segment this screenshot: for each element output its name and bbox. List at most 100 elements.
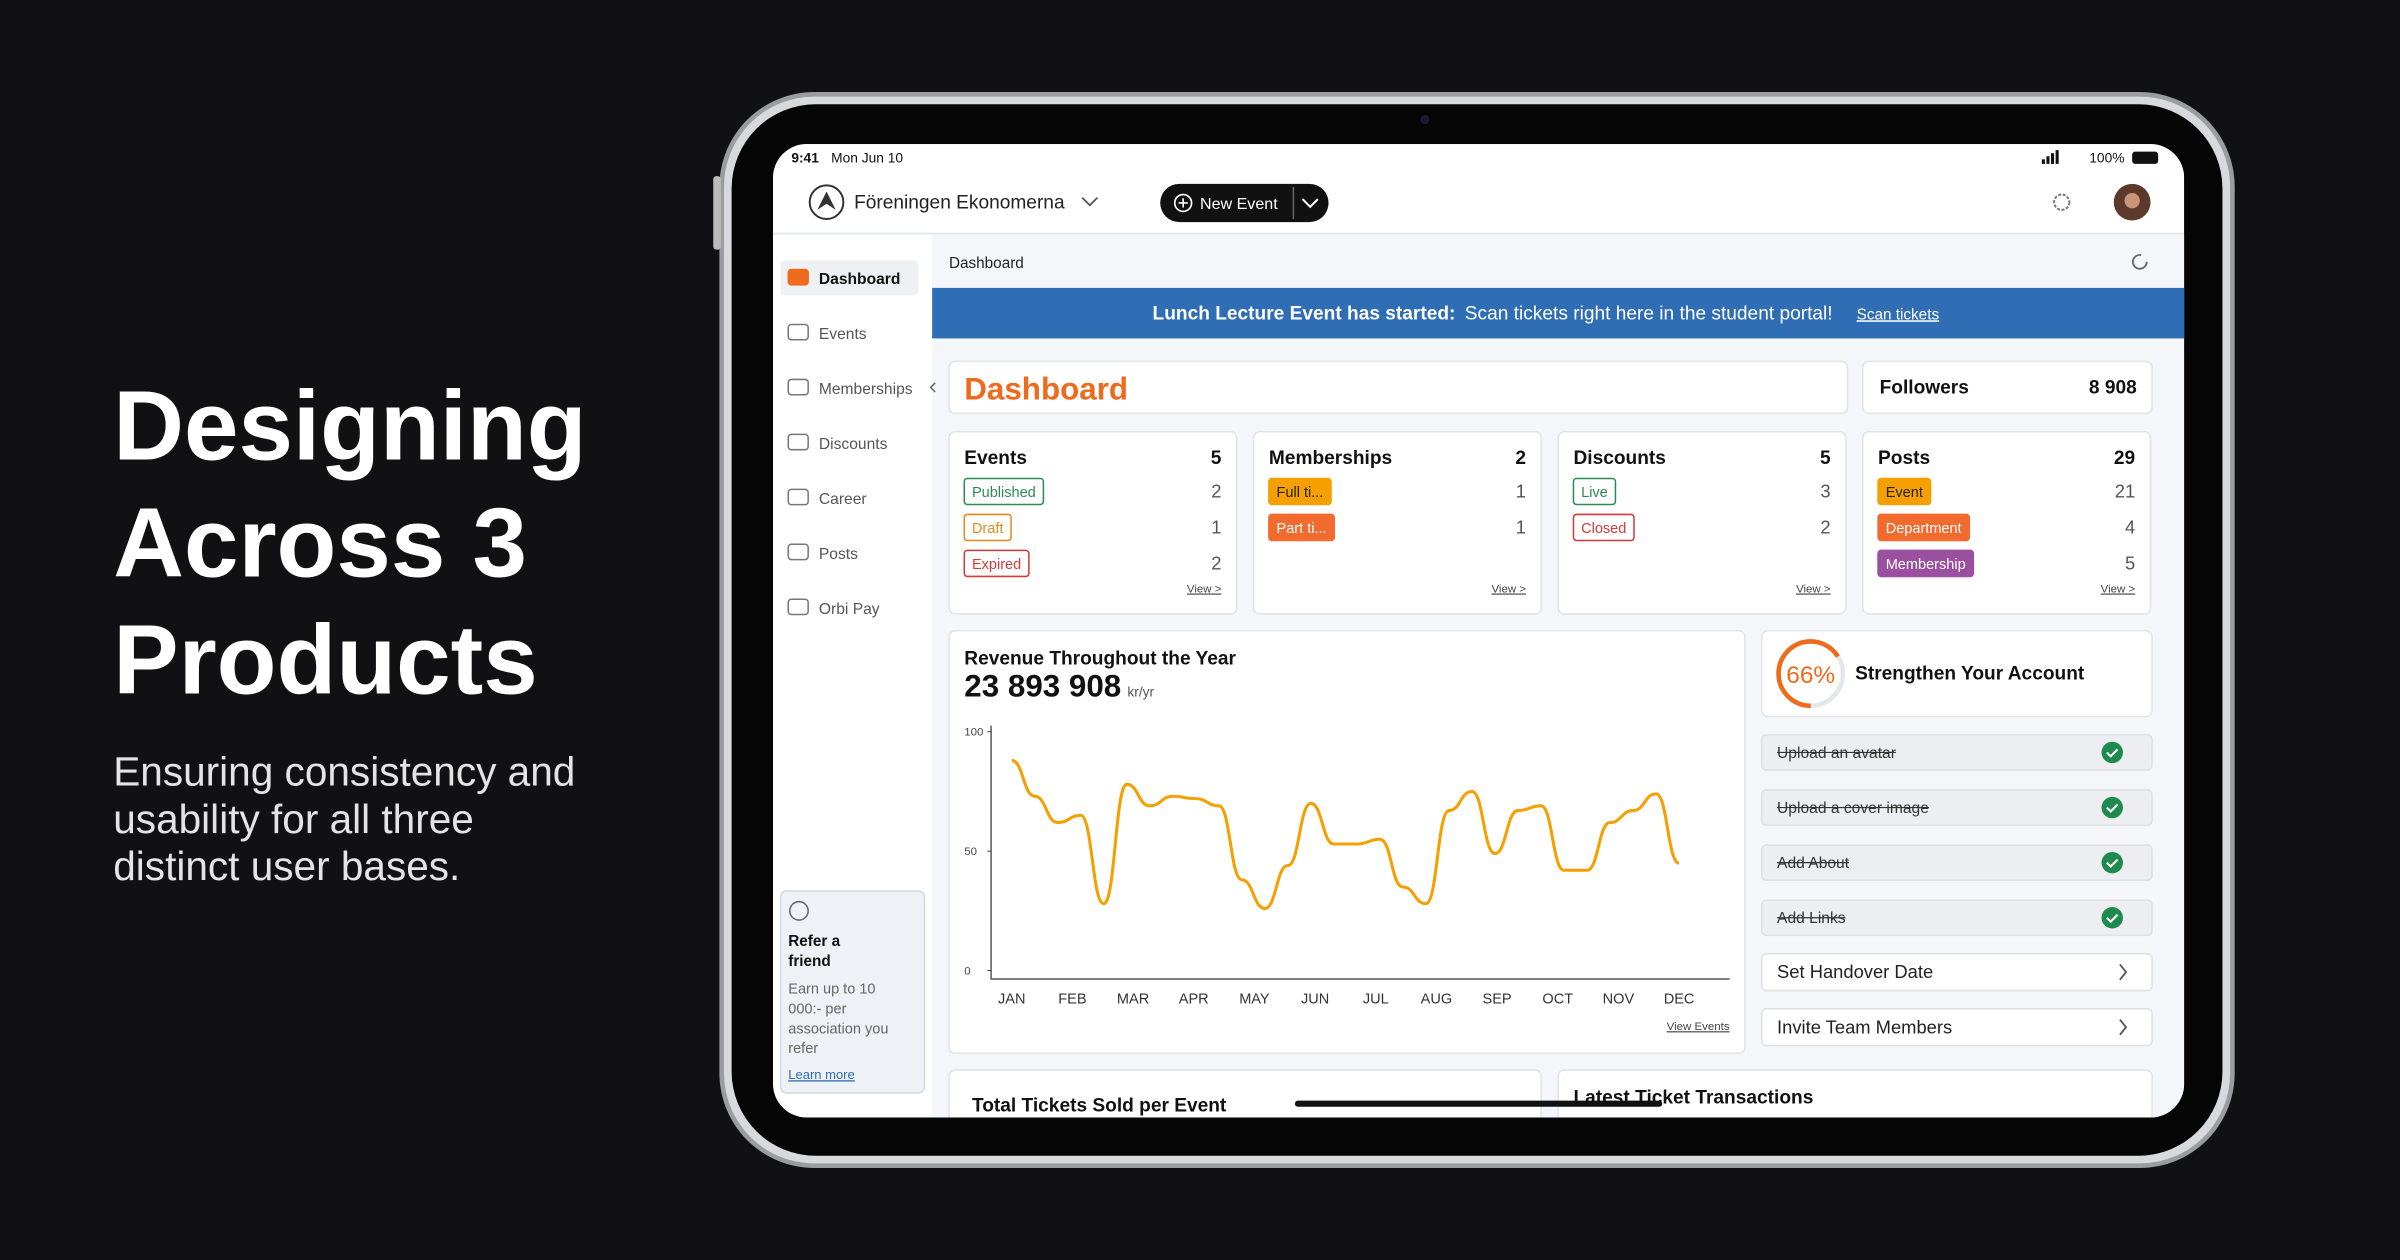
status-battery: 100% [2089, 150, 2124, 165]
chart-card [948, 630, 1746, 1054]
sidebar-item[interactable]: Orbi Pay [819, 601, 880, 618]
todo-chevron [2119, 1018, 2128, 1036]
screen: 9:41 Mon Jun 10 100% Föreningen Ekonomerna N… [772, 144, 2185, 1118]
todo-label[interactable]: Set Handover Date [1777, 961, 1933, 982]
refer-text: 000:- per [788, 1001, 846, 1017]
todo-label[interactable]: Invite Team Members [1777, 1016, 1952, 1037]
avatar-face [2124, 193, 2140, 209]
followers-card [1861, 360, 2153, 415]
bottom-title: Total Tickets Sold per Event [972, 1095, 1227, 1116]
sidebar-item[interactable]: Posts [819, 546, 858, 563]
sidebar-icon [787, 268, 809, 286]
row-count: 2 [1211, 481, 1221, 502]
x-tick-label: MAY [1239, 991, 1270, 1007]
row-count: 5 [2125, 553, 2135, 574]
device-button [713, 176, 721, 250]
refer-text: association you [788, 1021, 888, 1037]
view-link[interactable]: View > [1187, 584, 1222, 596]
new-event-button[interactable] [1160, 183, 1329, 223]
chart-total: 23 893 908 [964, 669, 1121, 704]
signal-bar [2041, 159, 2045, 164]
badge [1877, 477, 1932, 506]
sidebar-icon [787, 323, 809, 341]
view-link[interactable]: View > [1796, 584, 1831, 596]
stat-total: 29 [2114, 448, 2135, 469]
chart-title: Revenue Throughout the Year [964, 648, 1236, 669]
settings-icon[interactable] [2053, 193, 2071, 211]
check-mark [2106, 803, 2119, 813]
badge-label: Expired [972, 557, 1021, 573]
collapse-chevron[interactable] [929, 382, 936, 393]
page-title: Dashboard [964, 372, 1128, 407]
plus-mark [1178, 198, 1188, 208]
sidebar-icon [787, 433, 809, 451]
todo-item[interactable] [1760, 1008, 2153, 1047]
view-link[interactable]: View > [2101, 584, 2136, 596]
y-tick-label: 100 [964, 727, 983, 739]
banner-link[interactable]: Scan tickets [1857, 306, 1940, 323]
done-label: Add Links [1777, 910, 1846, 927]
sidebar-icon [787, 488, 809, 506]
battery-icon [2132, 151, 2159, 164]
row-count: 21 [2115, 481, 2135, 502]
check-mark [2106, 913, 2119, 924]
button-chevron [1301, 198, 1319, 209]
headline: Designing [113, 370, 586, 480]
refer-box [779, 890, 926, 1094]
bottom-card [948, 1069, 1543, 1118]
badge-label: Published [972, 485, 1036, 501]
badge [1877, 513, 1971, 542]
refresh-icon[interactable] [2131, 254, 2148, 270]
stat-total: 5 [1820, 448, 1831, 469]
org-chevron [1081, 196, 1099, 207]
new-event-label[interactable]: New Event [1200, 195, 1278, 213]
row-count: 1 [1516, 517, 1526, 538]
sidebar-item[interactable]: Career [819, 491, 867, 508]
row-count: 4 [2125, 517, 2135, 538]
sidebar-icon [787, 378, 809, 396]
badge [1877, 549, 1975, 578]
x-tick-label: SEP [1483, 991, 1512, 1007]
view-link[interactable]: View > [1491, 584, 1526, 596]
org-logo-mark [817, 191, 836, 210]
sidebar-icon [787, 543, 809, 561]
sidebar-item[interactable]: Discounts [819, 436, 888, 453]
badge-label: Event [1886, 485, 1923, 501]
check-icon [2101, 741, 2123, 764]
chart-link[interactable]: View Events [1667, 1021, 1730, 1033]
refer-icon [789, 900, 809, 921]
check-mark [2106, 858, 2119, 868]
y-tick-label: 0 [964, 965, 970, 977]
todo-item[interactable] [1760, 952, 2153, 992]
badge-label: Live [1581, 485, 1608, 501]
sidebar-item[interactable]: Dashboard [819, 271, 901, 288]
badge-label: Part ti... [1277, 521, 1327, 537]
banner-text: Scan tickets right here in the student p… [1465, 303, 1833, 324]
sidebar-item[interactable]: Memberships [819, 381, 913, 398]
row-count: 1 [1211, 517, 1221, 538]
row-count: 2 [1211, 553, 1221, 574]
x-tick-label: JAN [998, 991, 1025, 1007]
badge [1572, 513, 1635, 542]
chart-unit: kr/yr [1127, 685, 1154, 700]
stat-title: Discounts [1573, 448, 1665, 469]
y-tick-label: 50 [964, 846, 977, 858]
badge-label: Draft [972, 521, 1004, 537]
refer-text: Earn up to 10 [788, 982, 875, 998]
stat-total: 2 [1515, 448, 1526, 469]
x-tick-label: JUL [1363, 991, 1389, 1007]
checklist-title: Strengthen Your Account [1855, 664, 2085, 685]
org-name[interactable]: Föreningen Ekonomerna [854, 192, 1065, 213]
done-item [1760, 844, 2153, 882]
done-item [1760, 899, 2153, 937]
title-card [948, 360, 1849, 415]
badge-label: Closed [1581, 521, 1626, 537]
stat-total: 5 [1211, 448, 1222, 469]
sidebar-item[interactable]: Events [819, 326, 867, 343]
x-tick-label: NOV [1603, 991, 1635, 1007]
refer-link[interactable]: Learn more [788, 1067, 854, 1082]
followers-label: Followers [1880, 378, 1969, 399]
check-icon [2101, 907, 2123, 929]
